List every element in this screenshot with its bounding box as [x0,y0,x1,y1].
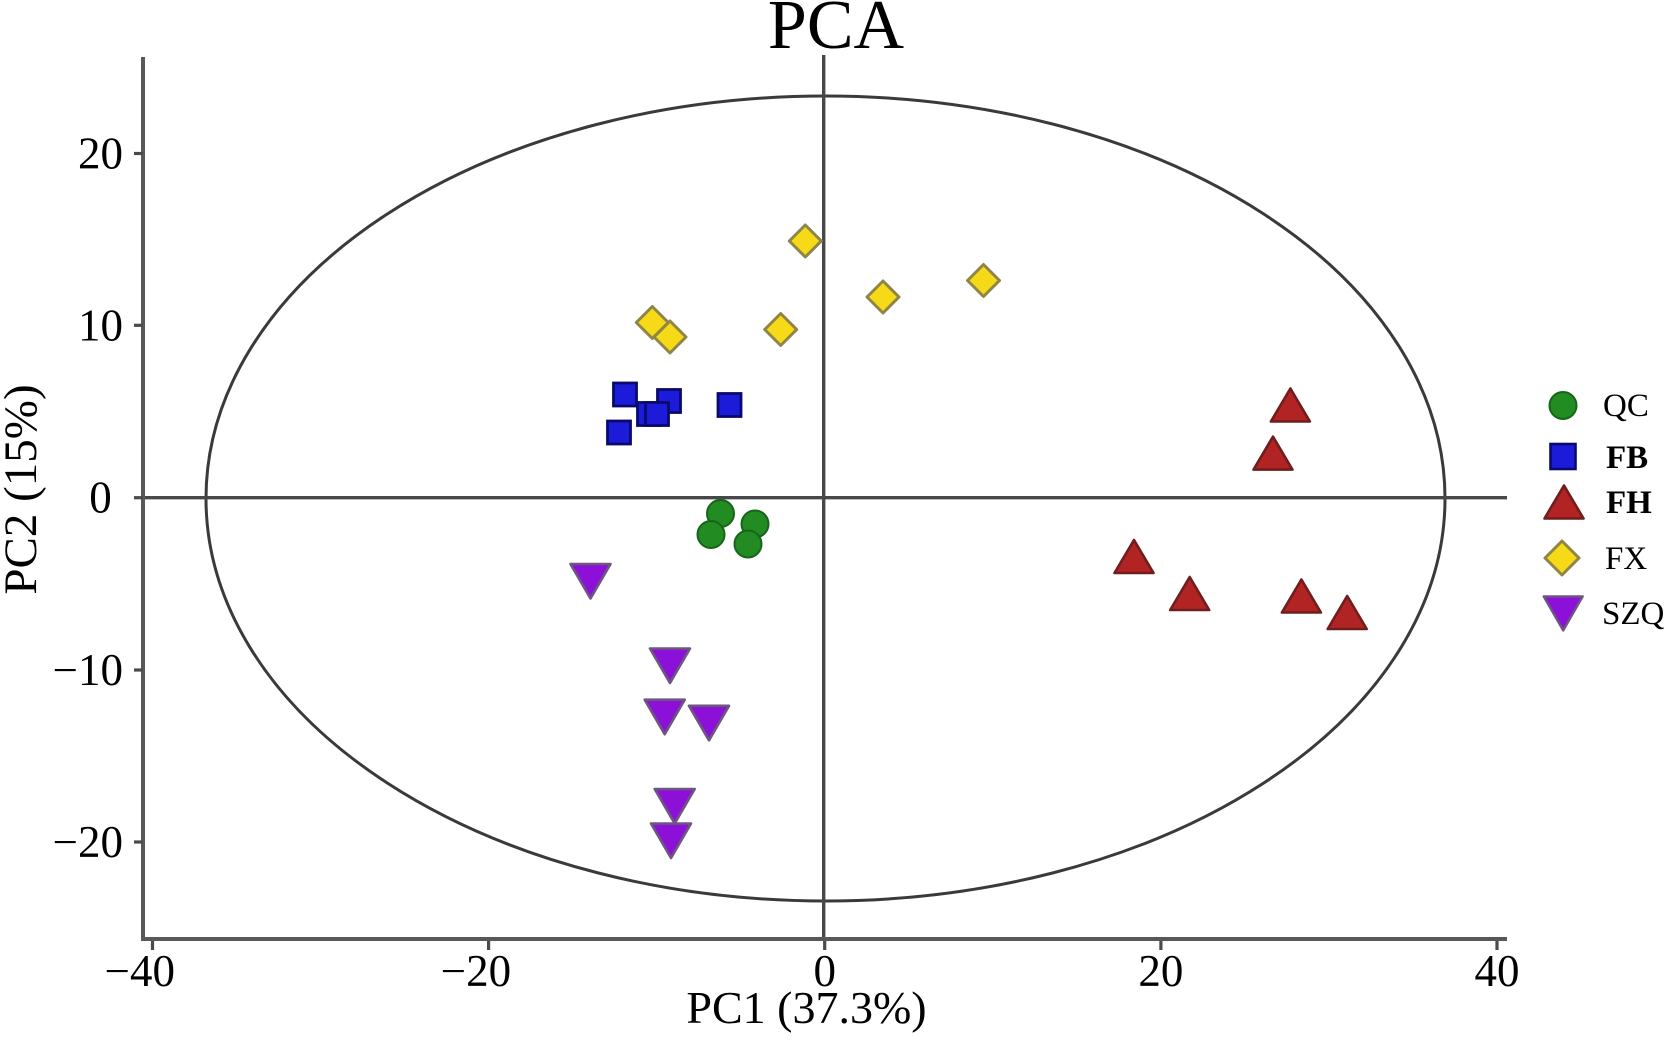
svg-text:−: − [53,645,78,695]
svg-text:40: 40 [130,946,175,996]
svg-text:40: 40 [1475,946,1520,996]
svg-text:20: 20 [466,946,511,996]
svg-text:0: 0 [89,473,112,523]
svg-text:20: 20 [1138,946,1183,996]
svg-text:20: 20 [78,129,123,179]
svg-text:FB: FB [1606,440,1648,476]
svg-text:FH: FH [1606,485,1652,521]
svg-text:PC2 (15%): PC2 (15%) [0,384,47,594]
svg-text:PC1 (37.3%): PC1 (37.3%) [686,982,926,1033]
svg-text:PCA: PCA [768,0,905,64]
svg-text:20: 20 [78,817,123,867]
svg-text:10: 10 [78,300,123,350]
svg-text:10: 10 [78,645,123,695]
svg-text:−: − [53,817,78,867]
svg-text:−: − [105,946,130,996]
svg-text:QC: QC [1603,388,1649,424]
svg-text:FX: FX [1605,541,1647,577]
svg-text:SZQ: SZQ [1602,596,1665,632]
svg-text:0: 0 [813,946,836,996]
svg-text:−: − [441,946,466,996]
